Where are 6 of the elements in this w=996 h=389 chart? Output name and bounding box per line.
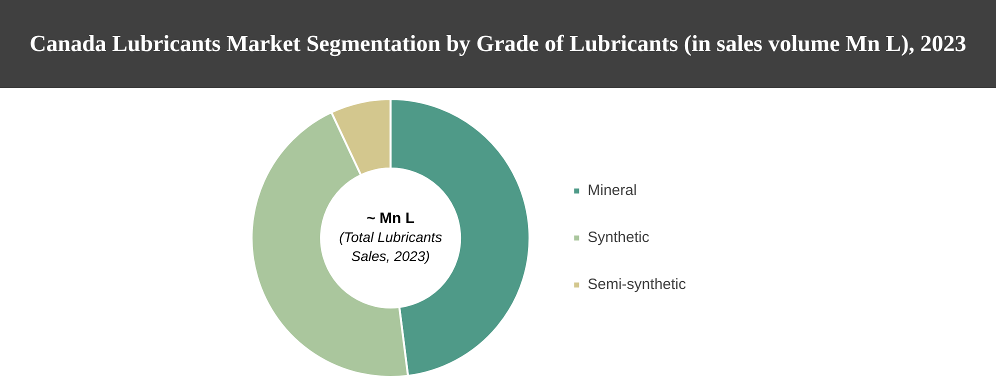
text: (Total Lubricants Sales, 2023) — [339, 228, 442, 264]
chart-title: Canada Lubricants Market Segmentation by Grade of Lubricants (in sales volume Mn L), 2023 — [0, 0, 996, 88]
legend-label: Synthetic — [588, 229, 650, 246]
legend-label: Semi-synthetic — [588, 276, 686, 294]
text: ~ Mn L — [366, 210, 415, 228]
legend-label: Mineral — [588, 182, 637, 200]
